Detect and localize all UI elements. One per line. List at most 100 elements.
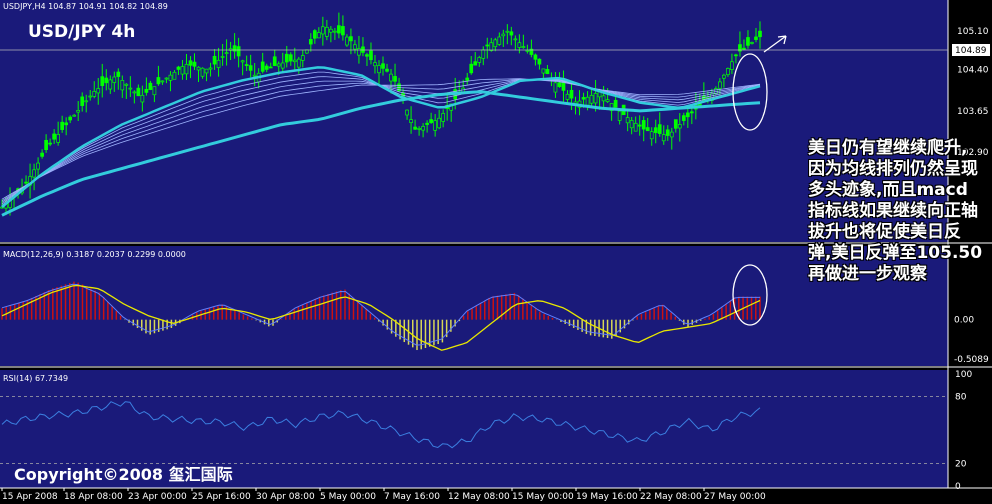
candle-body [296, 58, 301, 68]
candle-body [421, 126, 425, 131]
candle-body [276, 63, 281, 67]
candle-body [24, 181, 28, 184]
candle-body [320, 26, 325, 35]
candle-body [734, 54, 738, 57]
candle-body [108, 79, 113, 90]
candle-body [80, 96, 85, 106]
candle-body [140, 94, 145, 103]
candle-body [641, 120, 646, 130]
candle-body [76, 110, 81, 113]
candle-body [112, 76, 117, 83]
price-layer [0, 12, 762, 217]
candle-body [244, 64, 249, 66]
price-ellipse [732, 53, 768, 131]
candle-body [722, 74, 726, 79]
candle-body [60, 121, 65, 130]
candle-body [168, 74, 173, 81]
candle-body [329, 28, 333, 33]
candle-body [0, 206, 4, 209]
candle-body [625, 117, 630, 124]
candle-body [280, 62, 285, 69]
candle-body [489, 42, 494, 51]
candle-body [220, 56, 225, 58]
candle-body [192, 61, 197, 67]
candle-body [449, 103, 454, 111]
x-tick-label: 18 Apr 08:00 [64, 492, 123, 502]
candle-body [601, 95, 606, 102]
candle-body [92, 91, 97, 97]
rsi-layer [0, 395, 948, 465]
candle-body [208, 67, 213, 70]
candle-body [589, 94, 594, 104]
candle-body [413, 126, 417, 130]
candle-body [204, 68, 209, 74]
candle-body [742, 47, 746, 50]
last-price-label: 104.89 [955, 46, 987, 56]
candle-body [537, 58, 542, 65]
candle-body [200, 67, 205, 77]
candle-body [272, 56, 277, 66]
candle-body [120, 80, 125, 91]
candle-body [345, 36, 349, 46]
candle-body [605, 99, 610, 103]
candle-body [124, 83, 129, 86]
candle-body [284, 53, 289, 63]
candle-body [437, 117, 442, 129]
candle-body [645, 127, 650, 132]
candle-body [252, 74, 257, 77]
candle-body [88, 95, 93, 98]
candle-body [685, 112, 690, 118]
candle-body [377, 65, 381, 74]
candle-body [545, 69, 550, 75]
candle-body [337, 25, 341, 34]
candle-body [216, 59, 221, 68]
candle-body [312, 30, 317, 39]
candle-body [164, 77, 169, 80]
candle-body [36, 162, 40, 170]
last-price-tag [952, 44, 990, 56]
candle-body [152, 86, 157, 96]
candle-body [465, 77, 470, 81]
chart-title: USD/JPY 4h [28, 22, 135, 42]
macd-tick-label: 0.00 [954, 316, 974, 326]
rsi-pane [0, 370, 948, 488]
y-tick-label: 105.10 [957, 27, 989, 37]
candle-body [758, 30, 762, 38]
candle-body [477, 57, 482, 63]
candle-body [128, 87, 133, 90]
candle-body [333, 30, 337, 33]
candle-body [365, 54, 369, 57]
candle-body [325, 26, 329, 37]
candle-body [525, 50, 530, 52]
candle-body [260, 61, 265, 72]
candle-body [585, 96, 590, 106]
candle-body [609, 103, 614, 111]
candle-body [160, 80, 165, 83]
ma-slow-line [1, 90, 761, 217]
x-tick-label: 12 May 08:00 [448, 492, 510, 502]
candle-body [248, 65, 253, 71]
macd-ellipse [732, 264, 768, 326]
candle-body [425, 122, 429, 125]
candle-body [750, 42, 754, 44]
candle-body [726, 68, 730, 76]
candle-body [180, 66, 185, 75]
candle-body [405, 109, 409, 116]
candle-body [473, 61, 478, 66]
candle-body [653, 127, 658, 133]
price-pane [0, 0, 948, 242]
candle-body [357, 48, 361, 56]
candle-body [268, 66, 273, 69]
macd-main-line [1, 283, 760, 346]
y-tick-label: 102.90 [957, 148, 989, 158]
candle-body [565, 93, 570, 100]
x-tick-label: 23 Apr 00:00 [128, 492, 187, 502]
candle-body [661, 134, 666, 142]
candle-body [521, 46, 526, 48]
candle-body [72, 114, 77, 117]
candle-body [188, 60, 193, 66]
candle-body [409, 119, 413, 123]
candle-body [754, 36, 758, 40]
